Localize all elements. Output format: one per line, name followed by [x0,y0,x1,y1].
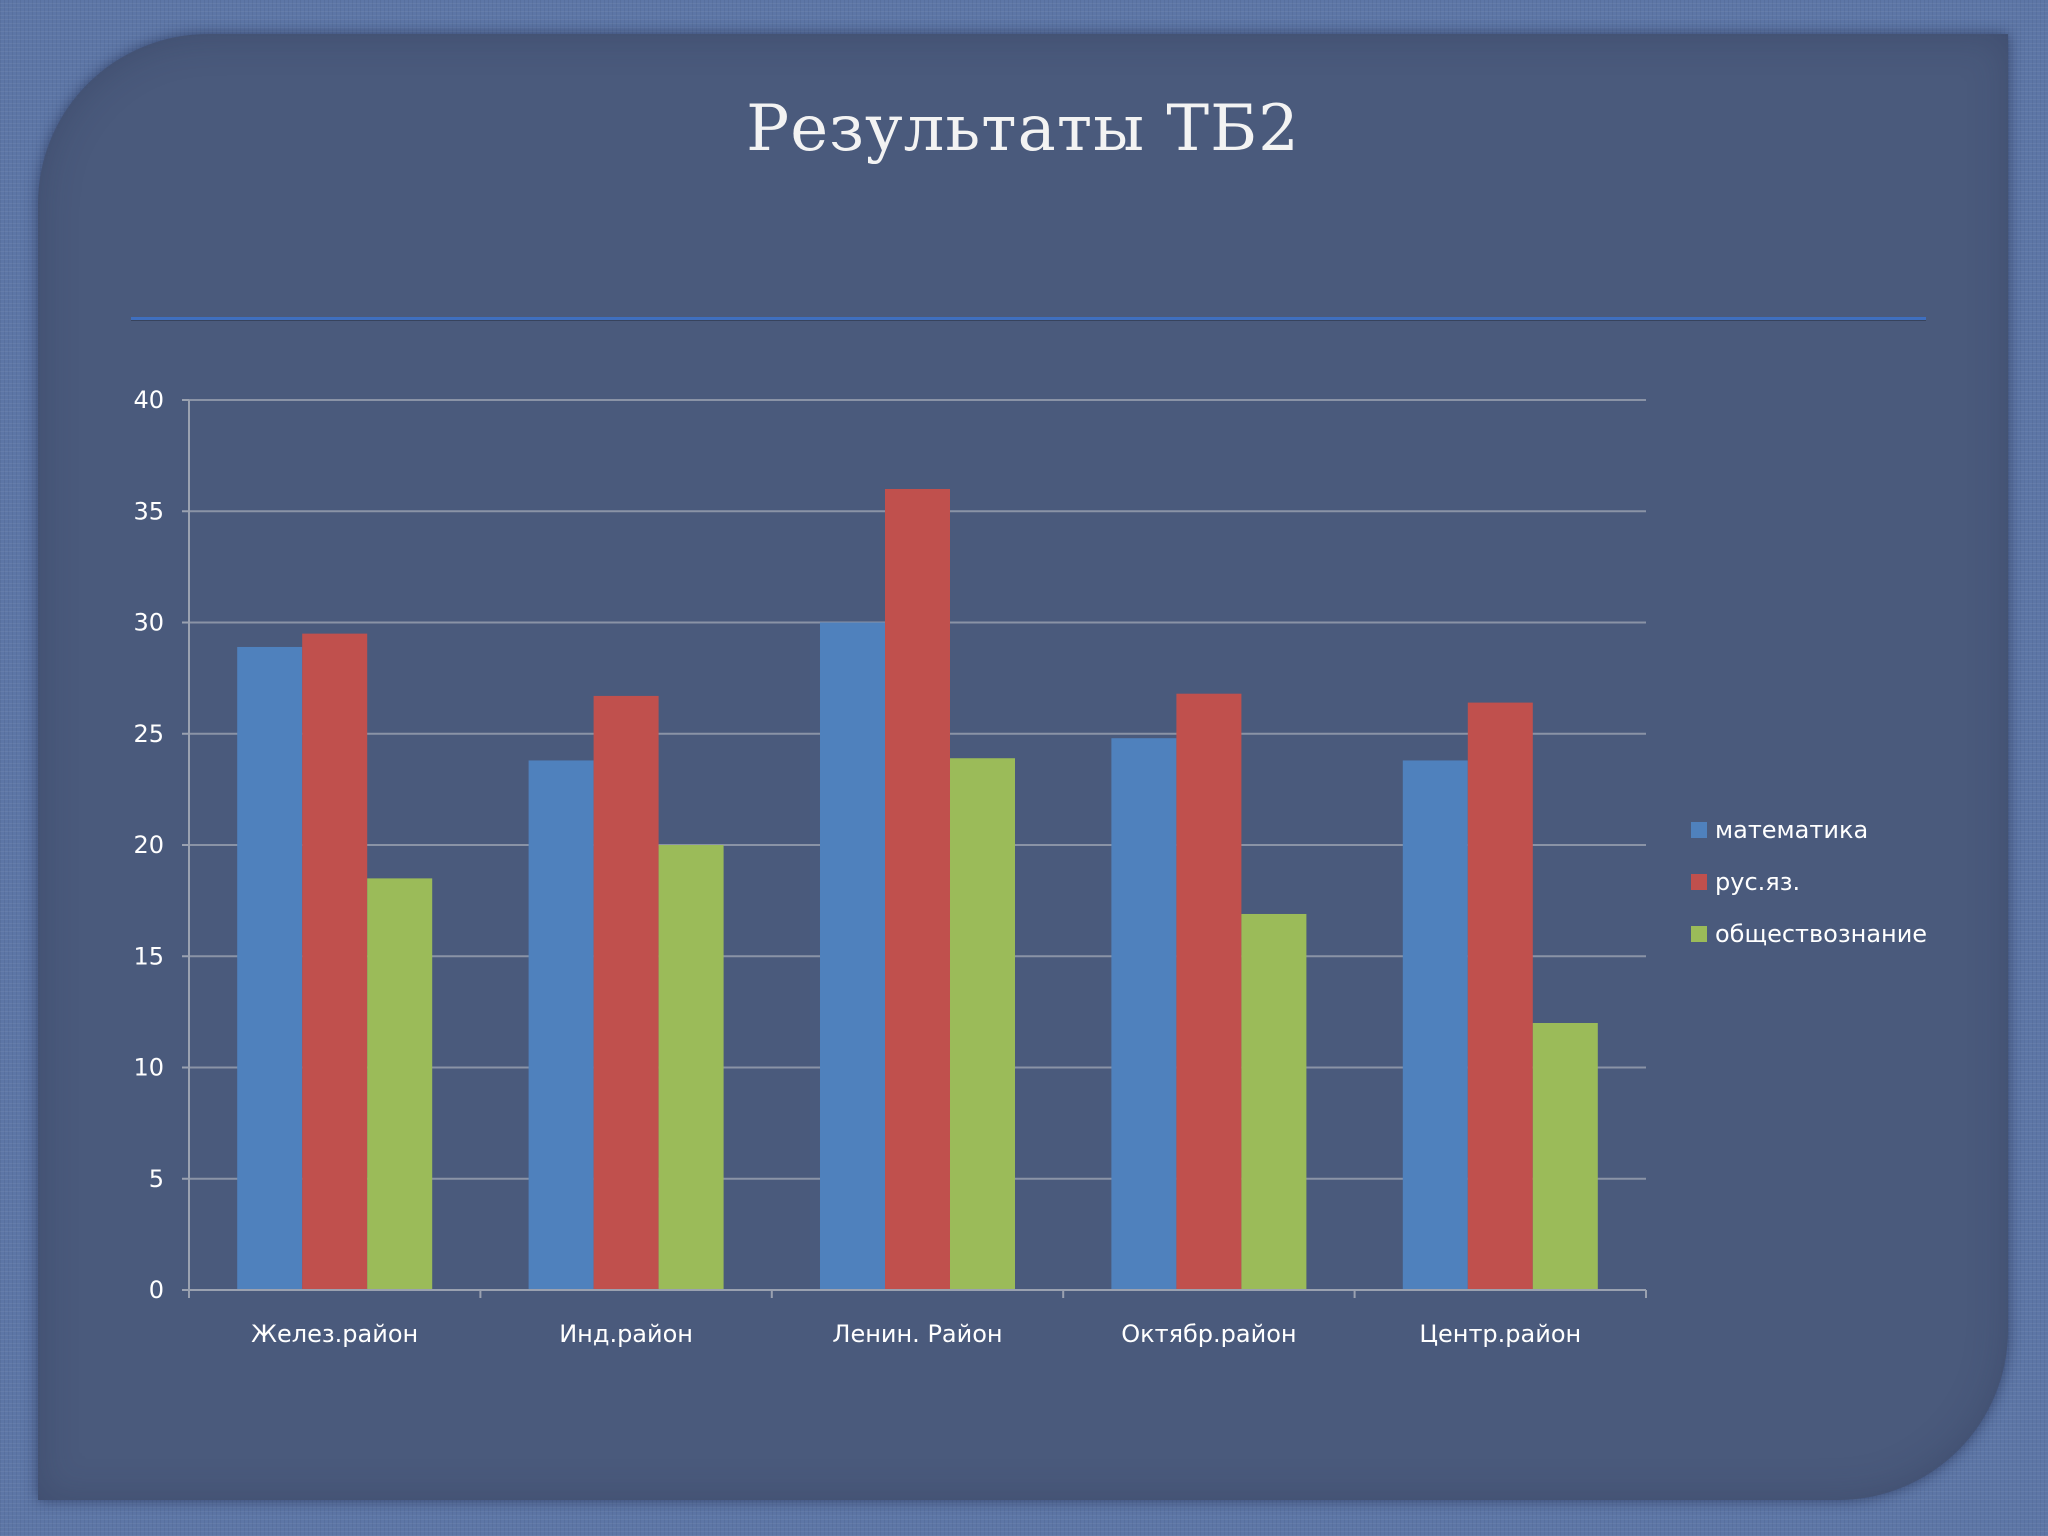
title-divider [131,317,1926,320]
slide-title: Результаты ТБ2 [746,92,1300,166]
bar [1241,913,1307,1290]
bar [1467,702,1533,1290]
legend-item-math: математика [1691,804,1927,856]
bar [1532,1023,1598,1290]
x-tick-label: Инд.район [559,1320,693,1348]
legend-swatch-math [1691,822,1707,838]
y-tick-label: 15 [133,942,164,970]
bar [885,489,950,1290]
bar [593,695,659,1290]
y-tick-label: 10 [133,1054,164,1082]
bar [1402,760,1468,1290]
chart-legend: математика рус.яз. обществознание [1691,804,1927,960]
legend-item-russian: рус.яз. [1691,856,1927,908]
bar [528,760,594,1290]
bar [302,633,368,1290]
bar [1176,693,1242,1290]
legend-label-math: математика [1715,816,1869,844]
bar [658,845,724,1290]
y-tick-label: 40 [133,386,164,414]
x-tick-label: Октябр.район [1121,1320,1296,1348]
bar [820,622,885,1290]
legend-label-social: обществознание [1715,920,1928,948]
legend-label-russian: рус.яз. [1715,868,1801,896]
y-tick-label: 20 [133,831,164,859]
bar [367,878,433,1290]
bar [237,646,303,1290]
x-tick-label: Центр.район [1419,1320,1581,1348]
y-tick-label: 0 [149,1276,164,1304]
legend-item-social: обществознание [1691,908,1927,960]
y-tick-label: 30 [133,609,164,637]
y-tick-label: 25 [133,720,164,748]
legend-swatch-social [1691,926,1707,942]
bar [1111,738,1177,1290]
legend-swatch-russian [1691,874,1707,890]
bar [950,758,1015,1290]
y-tick-label: 35 [133,497,164,525]
y-tick-label: 5 [149,1165,164,1193]
x-tick-label: Ленин. Район [832,1320,1002,1348]
x-tick-label: Желез.район [251,1320,418,1348]
